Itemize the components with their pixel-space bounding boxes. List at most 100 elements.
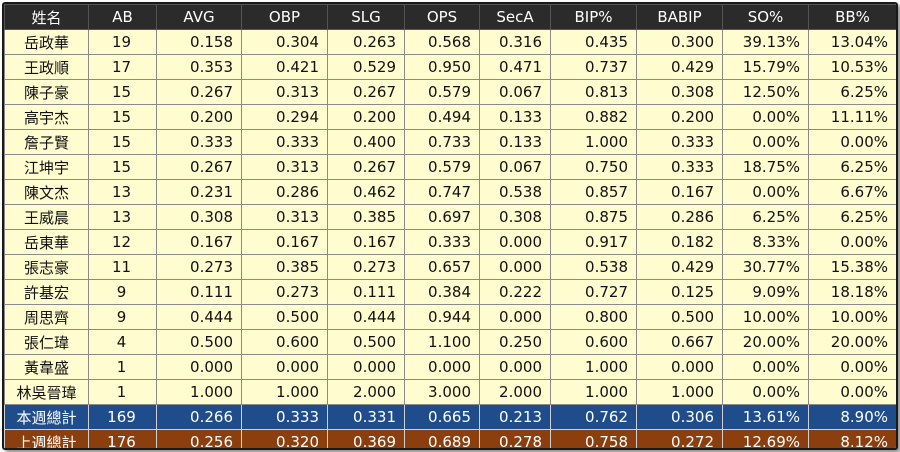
cell-bip: 0.882 <box>550 104 637 130</box>
cell-ab: 4 <box>88 329 157 355</box>
cell-bip: 1.000 <box>550 379 637 405</box>
table-row: 岳政華 19 0.158 0.304 0.263 0.568 0.316 0.435 0.300… <box>4 29 896 55</box>
cell-so: 12.69% <box>722 429 809 448</box>
cell-slg: 0.167 <box>327 229 405 255</box>
cell-name: 王政順 <box>4 54 89 80</box>
table-row: 張仁瑋 4 0.500 0.600 0.500 1.100 0.250 0.600 0.667 2… <box>4 329 896 355</box>
cell-ab: 1 <box>88 354 157 380</box>
cell-ops: 0.579 <box>404 154 480 180</box>
cell-ab: 9 <box>88 304 157 330</box>
batting-stats-table: 姓名 AB AVG OBP SLG OPS SecA BIP% BABIP SO… <box>4 4 896 448</box>
cell-seca: 0.278 <box>479 429 551 448</box>
cell-avg: 0.273 <box>156 254 242 280</box>
cell-bb: 6.25% <box>808 204 896 230</box>
cell-bb: 6.67% <box>808 179 896 205</box>
cell-slg: 0.529 <box>327 54 405 80</box>
cell-slg: 0.267 <box>327 154 405 180</box>
cell-obp: 0.294 <box>241 104 328 130</box>
table-row: 張志豪 11 0.273 0.385 0.273 0.657 0.000 0.538 0.429… <box>4 254 896 280</box>
cell-slg: 0.267 <box>327 79 405 105</box>
cell-bip: 0.762 <box>550 404 637 430</box>
cell-so: 0.00% <box>722 354 809 380</box>
cell-ab: 9 <box>88 279 157 305</box>
cell-obp: 0.167 <box>241 229 328 255</box>
cell-bip: 0.727 <box>550 279 637 305</box>
cell-avg: 0.308 <box>156 204 242 230</box>
cell-avg: 0.444 <box>156 304 242 330</box>
cell-name: 黃韋盛 <box>4 354 89 380</box>
cell-ops: 0.333 <box>404 229 480 255</box>
table-row: 周思齊 9 0.444 0.500 0.444 0.944 0.000 0.800 0.500 1… <box>4 304 896 330</box>
cell-seca: 0.000 <box>479 229 551 255</box>
cell-bb: 0.00% <box>808 354 896 380</box>
cell-seca: 0.471 <box>479 54 551 80</box>
cell-name: 王威晨 <box>4 204 89 230</box>
cell-seca: 0.316 <box>479 29 551 55</box>
cell-seca: 2.000 <box>479 379 551 405</box>
table-row: 陳子豪 15 0.267 0.313 0.267 0.579 0.067 0.813 0.308… <box>4 79 896 105</box>
cell-bip: 0.800 <box>550 304 637 330</box>
cell-slg: 0.000 <box>327 354 405 380</box>
cell-bip: 0.758 <box>550 429 637 448</box>
table-row: 王威晨 13 0.308 0.313 0.385 0.697 0.308 0.875 0.286… <box>4 204 896 230</box>
cell-so: 30.77% <box>722 254 809 280</box>
header-name: 姓名 <box>4 4 89 30</box>
cell-obp: 0.600 <box>241 329 328 355</box>
cell-so: 9.09% <box>722 279 809 305</box>
cell-babip: 0.333 <box>636 154 723 180</box>
cell-ops: 1.100 <box>404 329 480 355</box>
header-babip: BABIP <box>636 4 723 30</box>
cell-babip: 0.500 <box>636 304 723 330</box>
cell-obp: 0.304 <box>241 29 328 55</box>
cell-avg: 0.000 <box>156 354 242 380</box>
cell-ab: 13 <box>88 204 157 230</box>
cell-obp: 0.333 <box>241 404 328 430</box>
table-row: 陳文杰 13 0.231 0.286 0.462 0.747 0.538 0.857 0.167… <box>4 179 896 205</box>
cell-bip: 0.875 <box>550 204 637 230</box>
cell-so: 0.00% <box>722 104 809 130</box>
cell-bb: 0.00% <box>808 129 896 155</box>
cell-slg: 0.369 <box>327 429 405 448</box>
cell-slg: 0.273 <box>327 254 405 280</box>
cell-slg: 0.444 <box>327 304 405 330</box>
cell-bip: 0.737 <box>550 54 637 80</box>
cell-so: 15.79% <box>722 54 809 80</box>
cell-avg: 0.500 <box>156 329 242 355</box>
cell-name: 張志豪 <box>4 254 89 280</box>
cell-obp: 1.000 <box>241 379 328 405</box>
cell-avg: 0.267 <box>156 154 242 180</box>
cell-bb: 13.04% <box>808 29 896 55</box>
cell-bip: 0.600 <box>550 329 637 355</box>
cell-babip: 0.125 <box>636 279 723 305</box>
table-body: 岳政華 19 0.158 0.304 0.263 0.568 0.316 0.435 0.300… <box>4 29 896 448</box>
cell-name: 本週總計 <box>4 404 89 430</box>
cell-seca: 0.213 <box>479 404 551 430</box>
cell-avg: 0.267 <box>156 79 242 105</box>
cell-bb: 15.38% <box>808 254 896 280</box>
header-row: 姓名 AB AVG OBP SLG OPS SecA BIP% BABIP SO… <box>4 4 896 30</box>
cell-babip: 0.300 <box>636 29 723 55</box>
cell-obp: 0.320 <box>241 429 328 448</box>
cell-so: 0.00% <box>722 379 809 405</box>
header-so: SO% <box>722 4 809 30</box>
cell-avg: 0.256 <box>156 429 242 448</box>
header-obp: OBP <box>241 4 328 30</box>
table-row: 黃韋盛 1 0.000 0.000 0.000 0.000 0.000 1.000 0.000 0… <box>4 354 896 380</box>
cell-bb: 8.12% <box>808 429 896 448</box>
cell-so: 8.33% <box>722 229 809 255</box>
cell-bip: 0.917 <box>550 229 637 255</box>
cell-name: 陳文杰 <box>4 179 89 205</box>
header-ab: AB <box>88 4 157 30</box>
cell-avg: 0.231 <box>156 179 242 205</box>
cell-bip: 0.813 <box>550 79 637 105</box>
cell-ops: 0.000 <box>404 354 480 380</box>
cell-ops: 0.579 <box>404 79 480 105</box>
cell-ops: 0.689 <box>404 429 480 448</box>
cell-ab: 12 <box>88 229 157 255</box>
cell-bb: 18.18% <box>808 279 896 305</box>
cell-obp: 0.313 <box>241 154 328 180</box>
cell-avg: 0.158 <box>156 29 242 55</box>
cell-babip: 0.333 <box>636 129 723 155</box>
cell-seca: 0.000 <box>479 304 551 330</box>
